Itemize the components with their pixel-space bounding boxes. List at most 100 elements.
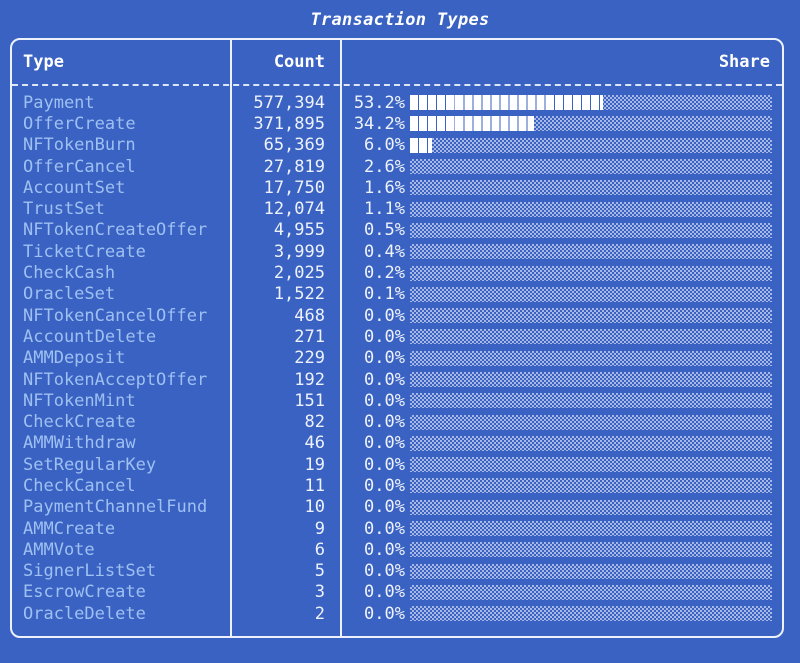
share-cell: 0.0% bbox=[340, 370, 782, 390]
share-cell: 0.0% bbox=[340, 327, 782, 347]
share-cell: 0.1% bbox=[340, 284, 782, 304]
type-cell: NFTokenAcceptOffer bbox=[23, 369, 208, 390]
count-cell: 27,819 bbox=[263, 156, 325, 177]
table-row: SignerListSet 5 0.0% bbox=[12, 561, 782, 582]
type-cell: NFTokenCancelOffer bbox=[23, 305, 208, 326]
share-bar-track bbox=[410, 116, 772, 132]
share-bar-track bbox=[410, 222, 772, 238]
table-row: SetRegularKey 19 0.0% bbox=[12, 454, 782, 475]
share-cell: 0.0% bbox=[340, 412, 782, 432]
table-row: NFTokenCancelOffer 468 0.0% bbox=[12, 305, 782, 326]
type-cell: AccountDelete bbox=[23, 326, 157, 347]
share-bar-track bbox=[410, 584, 772, 600]
count-cell: 65,369 bbox=[263, 135, 325, 156]
type-cell: CheckCreate bbox=[23, 412, 136, 433]
share-cell: 2.6% bbox=[340, 157, 782, 177]
share-percent: 0.0% bbox=[364, 582, 405, 603]
share-percent: 53.2% bbox=[353, 92, 405, 113]
share-bar-track bbox=[410, 350, 772, 366]
table-row: CheckCreate 82 0.0% bbox=[12, 411, 782, 432]
type-cell: AMMVote bbox=[23, 539, 95, 560]
table-header: Type Count Share bbox=[12, 40, 782, 86]
type-cell: OfferCreate bbox=[23, 113, 136, 134]
share-percent: 0.0% bbox=[364, 305, 405, 326]
type-cell: Payment bbox=[23, 92, 95, 113]
share-bar-track bbox=[410, 308, 772, 324]
share-cell: 0.0% bbox=[340, 433, 782, 453]
table-row: OfferCreate 371,895 34.2% bbox=[12, 113, 782, 134]
share-percent: 6.0% bbox=[364, 135, 405, 156]
type-cell: TicketCreate bbox=[23, 241, 146, 262]
count-cell: 192 bbox=[294, 369, 325, 390]
count-cell: 3,999 bbox=[273, 241, 325, 262]
count-cell: 468 bbox=[294, 305, 325, 326]
share-cell: 0.0% bbox=[340, 497, 782, 517]
share-cell: 0.2% bbox=[340, 263, 782, 283]
chart-title: Transaction Types bbox=[310, 10, 490, 30]
table-row: AccountSet 17,750 1.6% bbox=[12, 177, 782, 198]
count-cell: 17,750 bbox=[263, 177, 325, 198]
share-cell: 1.6% bbox=[340, 178, 782, 198]
share-cell: 0.0% bbox=[340, 306, 782, 326]
share-bar-track bbox=[410, 159, 772, 175]
share-percent: 0.0% bbox=[364, 539, 405, 560]
table-row: AMMCreate 9 0.0% bbox=[12, 518, 782, 539]
table-row: OracleSet 1,522 0.1% bbox=[12, 284, 782, 305]
count-cell: 577,394 bbox=[253, 92, 325, 113]
share-cell: 0.0% bbox=[340, 561, 782, 581]
share-cell: 0.5% bbox=[340, 220, 782, 240]
share-cell: 0.0% bbox=[340, 540, 782, 560]
type-cell: TrustSet bbox=[23, 199, 105, 220]
table-row: AMMWithdraw 46 0.0% bbox=[12, 433, 782, 454]
count-cell: 371,895 bbox=[253, 113, 325, 134]
count-cell: 46 bbox=[304, 433, 325, 454]
share-percent: 0.0% bbox=[364, 369, 405, 390]
count-cell: 271 bbox=[294, 326, 325, 347]
count-cell: 151 bbox=[294, 390, 325, 411]
count-cell: 9 bbox=[314, 518, 325, 539]
table-row: NFTokenMint 151 0.0% bbox=[12, 390, 782, 411]
share-bar-fill bbox=[410, 137, 432, 153]
type-cell: SignerListSet bbox=[23, 561, 157, 582]
count-cell: 6 bbox=[314, 539, 325, 560]
table-row: AMMDeposit 229 0.0% bbox=[12, 348, 782, 369]
share-bar-track bbox=[410, 542, 772, 558]
count-cell: 2,025 bbox=[273, 263, 325, 284]
share-percent: 0.0% bbox=[364, 433, 405, 454]
share-bar-track bbox=[410, 286, 772, 302]
share-bar-track bbox=[410, 499, 772, 515]
table-row: OracleDelete 2 0.0% bbox=[12, 603, 782, 624]
share-bar-track bbox=[410, 521, 772, 537]
share-percent: 0.0% bbox=[364, 390, 405, 411]
type-cell: NFTokenCreateOffer bbox=[23, 220, 208, 241]
type-cell: CheckCash bbox=[23, 263, 116, 284]
share-percent: 0.0% bbox=[364, 326, 405, 347]
share-bar-track bbox=[410, 265, 772, 281]
share-percent: 0.0% bbox=[364, 475, 405, 496]
share-cell: 0.0% bbox=[340, 604, 782, 624]
share-bar-fill bbox=[410, 95, 603, 111]
share-bar-track bbox=[410, 372, 772, 387]
table-row: TrustSet 12,074 1.1% bbox=[12, 198, 782, 219]
share-percent: 0.4% bbox=[364, 241, 405, 262]
table-row: AccountDelete 271 0.0% bbox=[12, 326, 782, 347]
share-percent: 0.0% bbox=[364, 454, 405, 475]
count-cell: 82 bbox=[304, 412, 325, 433]
column-divider bbox=[340, 40, 342, 636]
type-cell: CheckCancel bbox=[23, 475, 136, 496]
header-count: Count bbox=[273, 52, 325, 72]
count-cell: 229 bbox=[294, 348, 325, 369]
type-cell: AMMDeposit bbox=[23, 348, 126, 369]
share-cell: 0.0% bbox=[340, 391, 782, 411]
type-cell: OracleSet bbox=[23, 284, 116, 305]
transaction-types-table: Type Count Share Payment 577,394 53.2% O… bbox=[10, 38, 784, 638]
table-row: NFTokenCreateOffer 4,955 0.5% bbox=[12, 220, 782, 241]
table-body: Payment 577,394 53.2% OfferCreate 371,89… bbox=[12, 86, 782, 624]
share-cell: 1.1% bbox=[340, 199, 782, 219]
share-cell: 0.0% bbox=[340, 519, 782, 539]
count-cell: 12,074 bbox=[263, 199, 325, 220]
type-cell: PaymentChannelFund bbox=[23, 497, 208, 518]
share-percent: 0.0% bbox=[364, 348, 405, 369]
share-bar-fill bbox=[410, 116, 534, 132]
share-cell: 0.4% bbox=[340, 242, 782, 262]
